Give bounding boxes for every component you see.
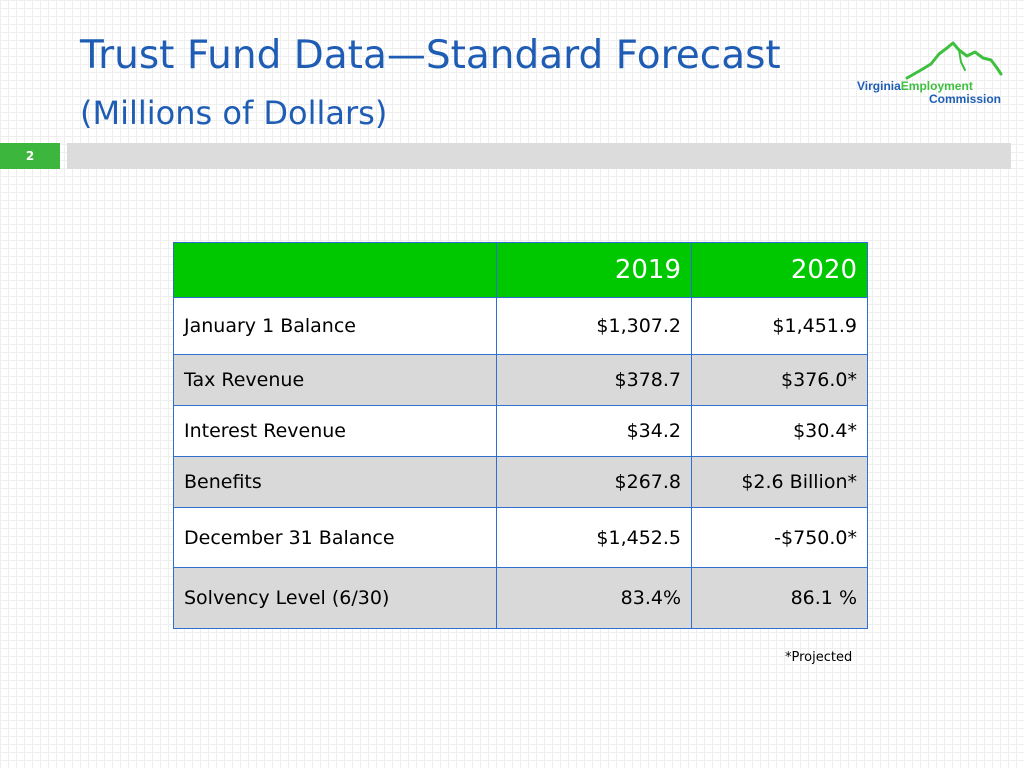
slide-subtitle: (Millions of Dollars) [80, 94, 388, 132]
table-row: Interest Revenue $34.2 $30.4* [173, 405, 868, 457]
logo-text-employment: Employment [900, 79, 973, 93]
table-row: Tax Revenue $378.7 $376.0* [173, 354, 868, 406]
row-label: January 1 Balance [173, 297, 497, 355]
table-row: December 31 Balance $1,452.5 -$750.0* [173, 507, 868, 568]
header-2020: 2020 [691, 242, 868, 298]
row-label: Interest Revenue [173, 405, 497, 457]
value-2020: $1,451.9 [691, 297, 868, 355]
value-2020: 86.1 % [691, 567, 868, 629]
table-row: January 1 Balance $1,307.2 $1,451.9 [173, 297, 868, 355]
value-2020: $376.0* [691, 354, 868, 406]
slide-title: Trust Fund Data—Standard Forecast [80, 33, 781, 78]
row-label: Benefits [173, 456, 497, 508]
table-header-row: 2019 2020 [173, 242, 868, 298]
title-divider-bar [67, 143, 1011, 169]
logo-text-commission: Commission [929, 92, 1002, 106]
value-2020: -$750.0* [691, 507, 868, 568]
trust-fund-table: 2019 2020 January 1 Balance $1,307.2 $1,… [173, 242, 868, 629]
value-2019: $1,452.5 [496, 507, 692, 568]
logo-text-virginia: Virginia [857, 79, 901, 93]
footnote-projected: *Projected [785, 650, 853, 665]
value-2019: $267.8 [496, 456, 692, 508]
table-row: Solvency Level (6/30) 83.4% 86.1 % [173, 567, 868, 629]
row-label: Solvency Level (6/30) [173, 567, 497, 629]
header-empty-cell [173, 242, 497, 298]
value-2019: $378.7 [496, 354, 692, 406]
value-2019: $34.2 [496, 405, 692, 457]
value-2020: $2.6 Billion* [691, 456, 868, 508]
header-2019: 2019 [496, 242, 692, 298]
value-2020: $30.4* [691, 405, 868, 457]
virginia-state-outline-icon [905, 41, 1003, 80]
table-row: Benefits $267.8 $2.6 Billion* [173, 456, 868, 508]
vec-logo: VirginiaEmployment Commission [855, 40, 1005, 108]
value-2019: $1,307.2 [496, 297, 692, 355]
row-label: December 31 Balance [173, 507, 497, 568]
value-2019: 83.4% [496, 567, 692, 629]
row-label: Tax Revenue [173, 354, 497, 406]
slide-number: 2 [0, 143, 60, 169]
